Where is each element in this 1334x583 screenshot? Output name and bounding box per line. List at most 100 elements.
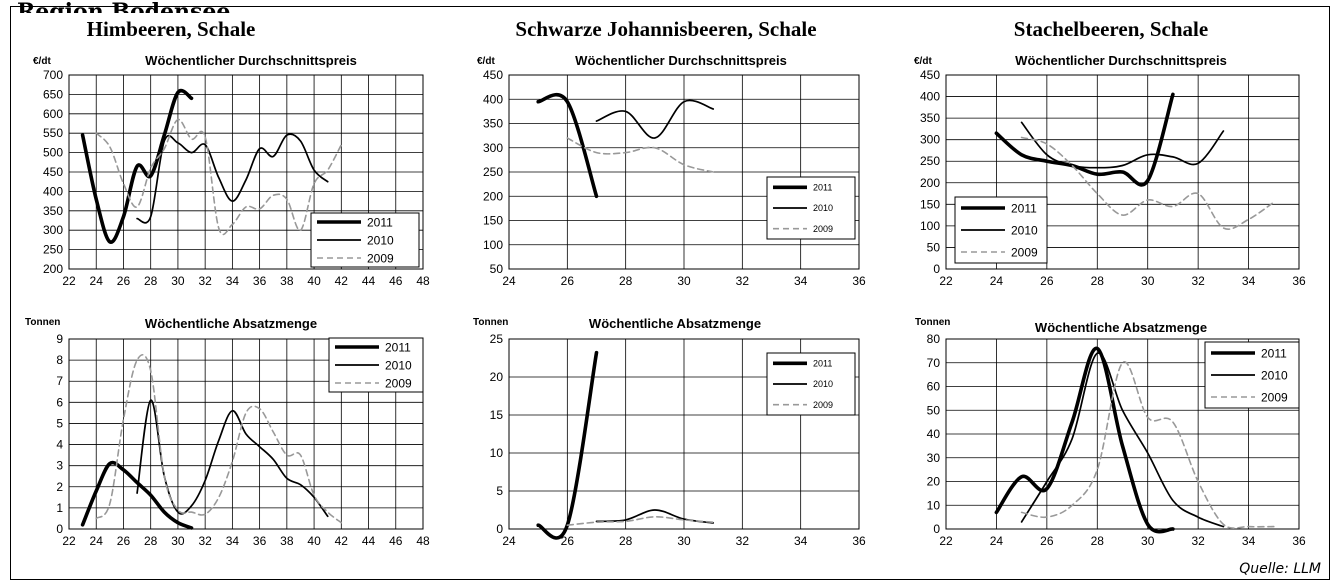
- y-tick-label: 70: [927, 356, 941, 370]
- unit-label: €/dt: [477, 56, 495, 67]
- x-tick-label: 44: [362, 274, 376, 288]
- unit-label: Tonnen: [473, 317, 508, 328]
- y-tick-label: 20: [927, 475, 941, 489]
- y-tick-label: 40: [927, 427, 941, 441]
- x-tick-label: 36: [253, 274, 267, 288]
- legend-label-2010: 2010: [813, 379, 833, 389]
- x-tick-label: 22: [62, 534, 76, 548]
- y-tick-label: 4: [56, 438, 63, 452]
- x-tick-label: 30: [1141, 534, 1155, 548]
- chart-title: Wöchentlicher Durchschnittspreis: [145, 53, 357, 68]
- x-tick-label: 32: [736, 274, 750, 288]
- x-tick-label: 30: [1141, 274, 1155, 288]
- y-tick-label: 0: [496, 522, 503, 536]
- x-tick-label: 36: [1292, 274, 1306, 288]
- chart-himbeeren-price: 22 24 26 28 30 32 34 36 38 40 42 44 46 48 200 250 300 350…: [33, 53, 430, 288]
- y-tick-label: 250: [920, 154, 940, 168]
- series-line-2009: [1020, 361, 1275, 530]
- y-tick-label: 300: [43, 223, 63, 237]
- plot-area-border: [945, 74, 1300, 270]
- legend-label-2011: 2011: [1261, 346, 1287, 360]
- series-line-2010: [595, 509, 715, 524]
- chart-himbeeren-volume: 22 24 26 28 30 32 34 36 38 40 42 44 46 480123456789To…: [25, 316, 430, 548]
- x-tick-label: 22: [939, 274, 953, 288]
- legend-label-2011: 2011: [813, 183, 832, 193]
- x-tick-label: 26: [561, 274, 575, 288]
- x-tick-label: 34: [794, 274, 808, 288]
- y-tick-label: 20: [490, 370, 504, 384]
- y-tick-label: 50: [927, 403, 941, 417]
- legend-label-2011: 2011: [813, 359, 832, 369]
- x-tick-label: 40: [307, 274, 321, 288]
- series-line-2011: [536, 92, 599, 199]
- y-tick-label: 50: [490, 262, 504, 276]
- y-tick-label: 450: [920, 68, 940, 82]
- y-tick-label: 400: [920, 90, 940, 104]
- unit-label: Tonnen: [25, 317, 60, 328]
- x-tick-label: 26: [117, 274, 131, 288]
- chart-title: Wöchentliche Absatzmenge: [145, 316, 317, 331]
- series-line-2009: [95, 353, 343, 524]
- y-tick-label: 5: [496, 484, 503, 498]
- x-tick-label: 32: [1191, 274, 1205, 288]
- x-tick-label: 46: [389, 274, 403, 288]
- series-line-2009: [566, 137, 714, 173]
- series-line-2009: [566, 515, 714, 526]
- y-tick-label: 300: [483, 141, 503, 155]
- series-line-2011: [80, 88, 194, 244]
- legend-label-2011: 2011: [367, 215, 393, 229]
- chart-title: Wöchentliche Absatzmenge: [1035, 320, 1207, 335]
- series-line-2010: [1020, 352, 1225, 528]
- x-tick-label: 36: [852, 534, 866, 548]
- y-tick-label: 250: [43, 243, 63, 257]
- chart-title: Wöchentliche Absatzmenge: [589, 316, 761, 331]
- x-tick-label: 28: [144, 274, 158, 288]
- plot-area-border: [68, 338, 424, 530]
- x-tick-label: 22: [62, 274, 76, 288]
- y-tick-label: 8: [56, 353, 63, 367]
- x-tick-label: 34: [226, 534, 240, 548]
- y-tick-label: 5: [56, 416, 63, 430]
- x-tick-label: 26: [561, 534, 575, 548]
- y-tick-label: 400: [43, 184, 63, 198]
- legend-label-2010: 2010: [1261, 368, 1288, 382]
- x-tick-label: 32: [198, 534, 212, 548]
- x-tick-label: 30: [677, 534, 691, 548]
- x-tick-label: 28: [619, 274, 633, 288]
- x-tick-label: 48: [416, 534, 430, 548]
- x-tick-label: 30: [171, 274, 185, 288]
- x-tick-label: 32: [198, 274, 212, 288]
- y-tick-label: 650: [43, 87, 63, 101]
- legend: 2011 2010 2009: [1204, 341, 1300, 409]
- y-tick-label: 30: [927, 451, 941, 465]
- series-line-2011: [994, 346, 1175, 534]
- y-tick-label: 600: [43, 107, 63, 121]
- legend-label-2009: 2009: [1261, 390, 1288, 404]
- series-line-2011: [536, 350, 599, 540]
- series-line-2010: [1020, 121, 1225, 169]
- x-tick-label: 48: [416, 274, 430, 288]
- panel-title-himbeeren: Himbeeren, Schale: [86, 17, 256, 41]
- y-tick-label: 450: [483, 68, 503, 82]
- y-tick-label: 10: [490, 446, 504, 460]
- x-tick-label: 24: [990, 534, 1004, 548]
- x-tick-label: 38: [280, 534, 294, 548]
- y-tick-label: 400: [483, 92, 503, 106]
- legend-label-2011: 2011: [385, 340, 411, 354]
- legend-label-2009: 2009: [385, 376, 412, 390]
- legend-label-2009: 2009: [1011, 245, 1038, 259]
- x-tick-label: 38: [280, 274, 294, 288]
- chart-title: Wöchentlicher Durchschnittspreis: [1015, 53, 1227, 68]
- x-tick-label: 36: [852, 274, 866, 288]
- y-tick-label: 150: [483, 214, 503, 228]
- x-tick-label: 24: [90, 274, 104, 288]
- plot-area-border: [945, 338, 1300, 530]
- chart-title: Wöchentlicher Durchschnittspreis: [575, 53, 787, 68]
- y-tick-label: 10: [927, 498, 941, 512]
- y-tick-label: 350: [920, 111, 940, 125]
- y-tick-label: 0: [933, 262, 940, 276]
- x-tick-label: 24: [990, 274, 1004, 288]
- x-tick-label: 26: [117, 534, 131, 548]
- x-tick-label: 24: [502, 274, 516, 288]
- y-tick-label: 200: [483, 189, 503, 203]
